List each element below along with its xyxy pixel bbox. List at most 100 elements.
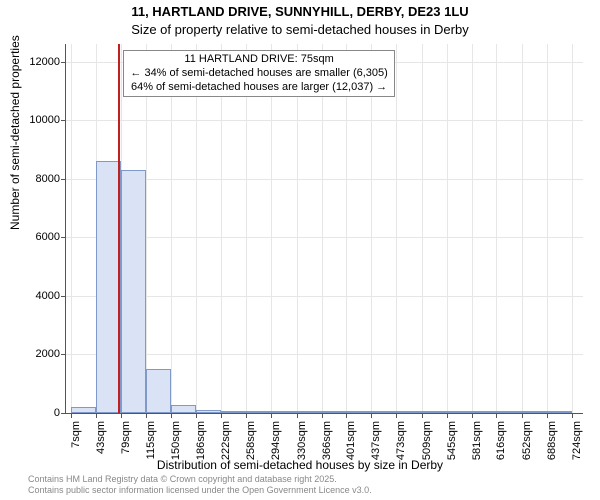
footer-line2: Contains public sector information licen… [28,485,372,496]
xtick-mark [422,413,423,418]
histogram-bar [271,411,296,413]
xtick-mark [171,413,172,418]
xtick-label: 688sqm [546,421,558,461]
histogram-bar [496,411,521,413]
gridline-v [71,44,72,413]
histogram-bar [522,411,547,413]
ytick-label: 8000 [10,173,60,185]
gridline-h [66,120,583,121]
xtick-mark [371,413,372,418]
xtick-label: 437sqm [370,421,382,461]
histogram-bar [196,410,221,413]
histogram-bar [96,161,121,413]
histogram-bar [422,411,447,413]
gridline-v [572,44,573,413]
ytick-label: 10000 [10,114,60,126]
footer-line1: Contains HM Land Registry data © Crown c… [28,474,372,485]
gridline-v [472,44,473,413]
xtick-mark [246,413,247,418]
xtick-label: 366sqm [321,421,333,461]
histogram-bar [472,411,496,413]
chart-title-line1: 11, HARTLAND DRIVE, SUNNYHILL, DERBY, DE… [0,4,600,19]
histogram-bar [322,411,346,413]
xtick-label: 545sqm [446,421,458,461]
xtick-mark [121,413,122,418]
xtick-mark [547,413,548,418]
gridline-v [547,44,548,413]
ytick-mark [61,62,66,63]
plot-area: 11 HARTLAND DRIVE: 75sqm← 34% of semi-de… [65,44,583,414]
gridline-v [221,44,222,413]
histogram-bar [396,411,421,413]
xtick-label: 724sqm [571,421,583,461]
xtick-label: 150sqm [170,421,182,461]
xtick-label: 186sqm [195,421,207,461]
histogram-bar [171,405,196,413]
xtick-label: 652sqm [521,421,533,461]
ytick-mark [61,237,66,238]
annotation-line3: 64% of semi-detached houses are larger (… [130,81,387,95]
xtick-mark [346,413,347,418]
xtick-mark [297,413,298,418]
footer-attribution: Contains HM Land Registry data © Crown c… [28,474,372,496]
gridline-v [271,44,272,413]
xtick-mark [522,413,523,418]
xtick-label: 258sqm [245,421,257,461]
histogram-bar [547,411,572,413]
xtick-label: 330sqm [296,421,308,461]
gridline-v [422,44,423,413]
xtick-label: 473sqm [395,421,407,461]
histogram-bar [297,411,322,413]
xtick-mark [146,413,147,418]
ytick-label: 6000 [10,231,60,243]
xtick-label: 294sqm [270,421,282,461]
ytick-label: 0 [10,407,60,419]
ytick-mark [61,354,66,355]
ytick-mark [61,413,66,414]
xtick-label: 79sqm [120,421,132,461]
xtick-mark [572,413,573,418]
xtick-mark [96,413,97,418]
xtick-label: 43sqm [95,421,107,461]
reference-line [118,44,120,413]
xtick-mark [196,413,197,418]
gridline-v [447,44,448,413]
gridline-v [297,44,298,413]
annotation-line1: 11 HARTLAND DRIVE: 75sqm [130,53,387,67]
xtick-label: 222sqm [220,421,232,461]
xtick-mark [271,413,272,418]
xtick-label: 509sqm [421,421,433,461]
ytick-mark [61,296,66,297]
gridline-v [396,44,397,413]
gridline-v [196,44,197,413]
xtick-mark [472,413,473,418]
histogram-bar [71,407,96,413]
gridline-v [246,44,247,413]
xtick-mark [322,413,323,418]
annotation-line2: ← 34% of semi-detached houses are smalle… [130,67,387,81]
xtick-mark [71,413,72,418]
xtick-label: 581sqm [471,421,483,461]
histogram-bar [346,411,371,413]
gridline-v [522,44,523,413]
histogram-bar [221,411,246,413]
histogram-bar [246,411,271,413]
gridline-v [496,44,497,413]
histogram-bar [121,170,146,413]
xtick-mark [396,413,397,418]
chart-title-line2: Size of property relative to semi-detach… [0,22,600,37]
ytick-label: 4000 [10,290,60,302]
histogram-bar [371,411,396,413]
ytick-label: 12000 [10,56,60,68]
gridline-v [171,44,172,413]
gridline-v [371,44,372,413]
chart-root: 11, HARTLAND DRIVE, SUNNYHILL, DERBY, DE… [0,0,600,500]
ytick-mark [61,179,66,180]
xtick-mark [447,413,448,418]
histogram-bar [146,369,170,413]
histogram-bar [447,411,472,413]
xtick-label: 616sqm [495,421,507,461]
gridline-v [146,44,147,413]
xtick-mark [496,413,497,418]
ytick-label: 2000 [10,348,60,360]
